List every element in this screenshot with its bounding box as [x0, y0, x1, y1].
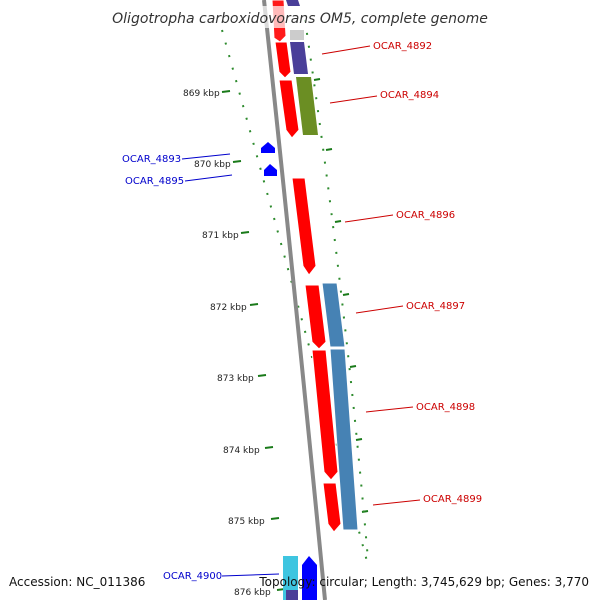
gene-ocar-4900[interactable]	[302, 556, 317, 600]
tick-mark	[249, 303, 259, 306]
gene-label-ocar-4894[interactable]: OCAR_4894	[380, 90, 439, 101]
gene-bottom-purple[interactable]	[286, 590, 298, 600]
gene-label-ocar-4896[interactable]: OCAR_4896	[396, 210, 455, 221]
gene-ocar-4892-pair[interactable]	[290, 42, 308, 74]
label-leader-ocar-4900	[221, 573, 280, 577]
gene-label-ocar-4899[interactable]: OCAR_4899	[423, 494, 482, 505]
tick-label: 874 kbp	[223, 446, 260, 456]
label-leader-ocar-4896	[344, 214, 394, 223]
gene-ocar-4892[interactable]	[274, 41, 292, 79]
map-title: Oligotropha carboxidovorans OM5, complet…	[112, 11, 488, 27]
tick-mark	[257, 374, 267, 377]
tick-mark	[342, 293, 350, 296]
label-leader-ocar-4894	[329, 95, 378, 104]
title-background	[110, 6, 495, 28]
tick-mark	[270, 517, 280, 520]
tick-mark	[325, 148, 333, 151]
gene-ocar-4897-pair[interactable]	[321, 282, 346, 348]
gene-ocar-4894[interactable]	[278, 79, 300, 139]
label-leader-ocar-4892	[321, 45, 371, 55]
tick-mark	[240, 231, 250, 234]
outer-guide-arc	[221, 29, 369, 566]
tick-label: 869 kbp	[183, 89, 220, 99]
gene-ocar-4900-pair-cyan[interactable]	[283, 556, 298, 600]
gene-ocar-4899[interactable]	[322, 482, 342, 533]
gene-label-ocar-4892[interactable]: OCAR_4892	[373, 41, 432, 52]
gene-label-ocar-4898[interactable]: OCAR_4898	[416, 402, 475, 413]
tick-mark	[334, 220, 342, 223]
gene-label-ocar-4900[interactable]: OCAR_4900	[163, 571, 222, 582]
label-leader-ocar-4897	[355, 305, 404, 314]
gene-partial-top-grey	[290, 30, 304, 40]
tick-mark	[349, 365, 357, 368]
gene-label-ocar-4895[interactable]: OCAR_4895	[125, 176, 184, 187]
tick-mark	[355, 438, 363, 441]
gene-label-ocar-4897[interactable]: OCAR_4897	[406, 301, 465, 312]
gene-ocar-4894-pair[interactable]	[296, 77, 318, 135]
tick-mark	[264, 446, 274, 449]
tick-mark	[221, 90, 231, 93]
label-leader-ocar-4893	[181, 153, 231, 160]
tick-label: 871 kbp	[202, 231, 239, 241]
gene-ocar-4898[interactable]	[311, 349, 339, 481]
label-leader-ocar-4899	[372, 499, 421, 506]
gene-partial-top-purple[interactable]	[286, 0, 300, 6]
tick-mark	[232, 160, 242, 163]
genome-backbone	[262, 0, 327, 600]
gene-ocar-4898-pair[interactable]	[329, 348, 359, 531]
gene-label-ocar-4893[interactable]: OCAR_4893	[122, 154, 181, 165]
label-leader-ocar-4898	[365, 406, 414, 413]
gene-ocar-4897[interactable]	[304, 284, 327, 350]
gene-ocar-4895[interactable]	[264, 164, 277, 176]
tick-label: 870 kbp	[194, 160, 231, 170]
tick-label: 875 kbp	[228, 517, 265, 527]
tick-marks	[221, 78, 369, 591]
tick-mark	[313, 78, 321, 81]
outer-dotted-arc	[304, 19, 369, 561]
tick-label: 876 kbp	[234, 588, 271, 598]
tick-label: 873 kbp	[217, 374, 254, 384]
label-leader-ocar-4895	[184, 174, 233, 182]
accession-text: Accession: NC_011386	[9, 575, 145, 589]
tick-label: 872 kbp	[210, 303, 247, 313]
topology-text: Topology: circular; Length: 3,745,629 bp…	[258, 575, 589, 589]
gene-ocar-4896[interactable]	[291, 177, 317, 276]
gene-ocar-4893[interactable]	[261, 142, 275, 153]
